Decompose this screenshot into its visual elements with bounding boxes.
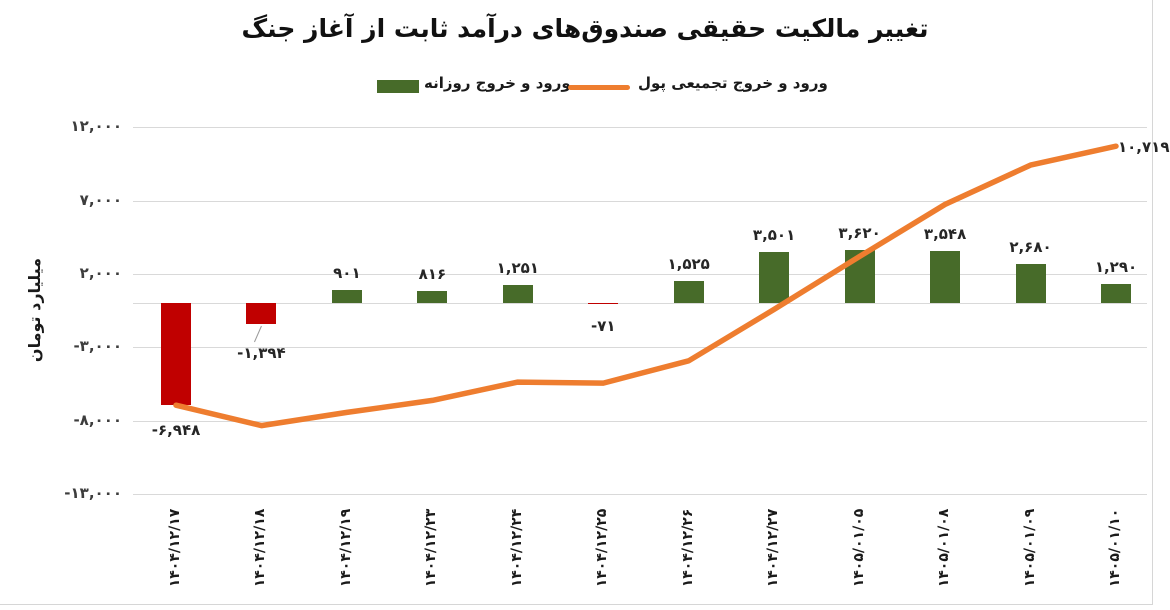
bar [1101, 284, 1131, 304]
bar [673, 280, 704, 304]
zero-axis-line [133, 303, 1147, 305]
chart-title: تغییر مالکیت حقیقی صندوق‌های درآمد ثابت … [241, 14, 929, 43]
bar-value-label: -۶,۹۴۸ [151, 421, 201, 440]
bar-value-label: ۲,۶۸۰ [1009, 238, 1052, 256]
bottom-border-line [0, 604, 1153, 605]
x-tick-label: ۱۴۰۵/۰۱/۰۸ [936, 508, 953, 588]
bar-value-label: ۹۰۱ [333, 264, 361, 283]
cumulative-line-path [173, 143, 1119, 429]
y-tick-label: ۷,۰۰۰ [79, 190, 122, 209]
bar [417, 291, 448, 304]
x-tick-label: ۱۴۰۴/۱۲/۲۷ [765, 508, 782, 588]
line-end-value-label: ۱۰,۷۱۹ [1118, 138, 1170, 156]
bar [759, 252, 790, 304]
y-tick-label: -۳,۰۰۰ [73, 337, 122, 356]
gridline [133, 274, 1147, 275]
x-tick-label: ۱۴۰۴/۱۲/۲۴ [508, 508, 525, 588]
bar-value-label: ۱,۲۹۰ [1094, 258, 1138, 277]
x-tick-label: ۱۴۰۴/۱۲/۲۶ [679, 508, 696, 588]
y-tick-label: -۸,۰۰۰ [73, 410, 122, 429]
x-tick-label: ۱۴۰۴/۱۲/۱۷ [167, 508, 183, 588]
bar [502, 285, 533, 304]
gridline [133, 127, 1147, 129]
y-tick-label: ۱۲,۰۰۰ [70, 117, 122, 136]
x-tick-label: ۱۴۰۵/۰۱/۱۰ [1107, 508, 1123, 588]
bar-value-label: ۳,۵۰۱ [752, 226, 796, 244]
label-leader-line [253, 325, 262, 343]
gridline [133, 420, 1147, 422]
bar [930, 251, 961, 304]
bar-value-label: ۳,۵۴۸ [923, 225, 967, 244]
legend-cumulative-label: ورود و خروج تجمیعی پول [638, 74, 828, 92]
right-border-line [1152, 0, 1153, 605]
gridline [133, 493, 1147, 495]
x-tick-label: ۱۴۰۵/۰۱/۰۹ [1021, 508, 1038, 588]
bar [588, 303, 619, 305]
bar [331, 290, 362, 304]
y-tick-label: -۱۳,۰۰۰ [64, 483, 122, 502]
bar-value-label: ۱,۲۵۱ [496, 259, 539, 277]
x-tick-label: ۱۴۰۴/۱۲/۲۳ [423, 508, 440, 588]
legend-daily-label: ورود و خروج روزانه [424, 74, 571, 92]
bar [246, 303, 277, 324]
bar-value-label: ۸۱۶ [418, 265, 447, 284]
gridline [133, 200, 1147, 202]
bar [161, 303, 191, 406]
bar-value-label: -۱,۳۹۴ [237, 343, 286, 362]
legend-daily-swatch-icon [377, 80, 419, 93]
x-tick-label: ۱۴۰۴/۱۲/۱۸ [252, 508, 269, 588]
bar-value-label: -۷۱ [591, 317, 616, 336]
bar-value-label: ۱,۵۲۵ [667, 254, 710, 273]
x-tick-label: ۱۴۰۴/۱۲/۱۹ [337, 508, 354, 588]
x-tick-label: ۱۴۰۵/۰۱/۰۵ [850, 508, 867, 588]
x-tick-label: ۱۴۰۴/۱۲/۲۵ [594, 508, 611, 588]
bar-value-label: ۳,۶۲۰ [838, 224, 881, 243]
bar [844, 250, 875, 304]
bar [1015, 264, 1046, 304]
y-axis-title: میلیارد تومان [25, 257, 44, 363]
legend-cumulative-swatch-icon [568, 85, 630, 90]
y-tick-label: ۲,۰۰۰ [79, 264, 122, 282]
